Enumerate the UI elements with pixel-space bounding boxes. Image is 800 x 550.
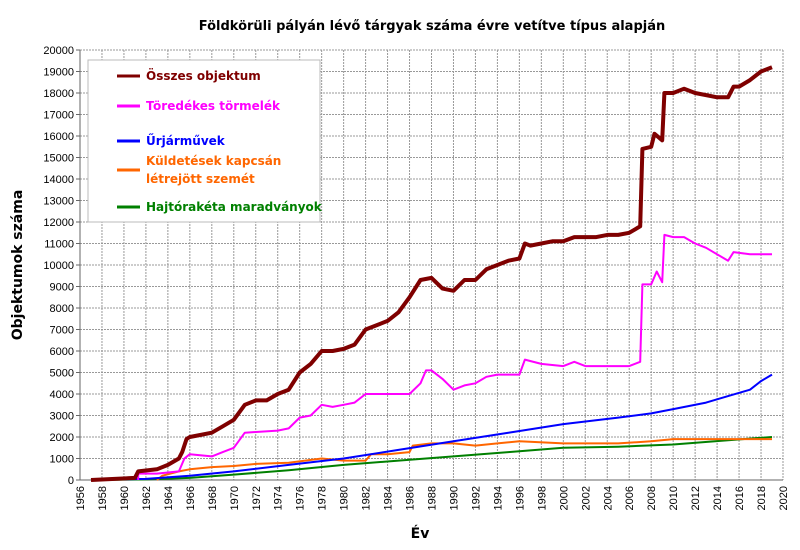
x-axis-label: Év <box>411 525 430 542</box>
x-tick-label: 1972 <box>251 486 263 510</box>
x-tick-label: 1968 <box>207 486 219 510</box>
y-tick-label: 1000 <box>50 454 74 466</box>
x-tick-label: 2012 <box>690 486 702 510</box>
x-tick-label: 1980 <box>339 486 351 510</box>
y-tick-label: 14000 <box>43 174 74 186</box>
x-tick-label: 1964 <box>163 486 175 510</box>
x-tick-label: 1996 <box>514 486 526 510</box>
x-tick-label: 1994 <box>492 486 504 510</box>
series-line-2 <box>90 373 773 481</box>
x-tick-label: 2014 <box>712 486 724 510</box>
y-tick-label: 5000 <box>50 368 74 380</box>
y-tick-label: 2000 <box>50 432 74 444</box>
series-group <box>90 65 773 482</box>
legend: Összes objektum Töredékes törmelék Űrjármű… <box>87 59 323 223</box>
x-tick-label: 2016 <box>734 486 746 510</box>
y-tick-label: 19000 <box>43 67 74 79</box>
legend-label: Töredékes törmelék <box>146 99 281 113</box>
y-tick-label: 17000 <box>43 110 74 122</box>
x-tick-label: 1976 <box>295 486 307 510</box>
x-tick-label: 2018 <box>756 486 768 510</box>
series-line-0 <box>90 65 773 482</box>
legend-label: Összes objektum <box>146 68 261 83</box>
y-tick-label: 4000 <box>50 389 74 401</box>
legend-label: Hajtórakéta maradványok <box>146 200 323 214</box>
y-tick-label: 6000 <box>50 346 74 358</box>
y-tick-label: 7000 <box>50 325 74 337</box>
x-tick-label: 1974 <box>273 486 285 510</box>
y-tick-label: 8000 <box>50 303 74 315</box>
x-tick-label: 1962 <box>141 486 153 510</box>
x-tick-label: 2008 <box>646 486 658 510</box>
x-tick-label: 1978 <box>317 486 329 510</box>
y-axis-label: Objektumok száma <box>10 190 26 341</box>
legend-label: Űrjárművek <box>146 133 226 148</box>
x-tick-label: 1986 <box>405 486 417 510</box>
y-tick-label: 9000 <box>50 282 74 294</box>
x-tick-label: 1966 <box>185 486 197 510</box>
x-tick-label: 1958 <box>97 486 109 510</box>
axes: 0 1000 2000 3000 4000 5000 6000 7000 8000 9000 100… <box>43 45 790 510</box>
x-tick-label: 2020 <box>778 486 790 510</box>
y-tick-label: 13000 <box>43 196 74 208</box>
legend-label: létrejött szemét <box>146 172 255 186</box>
y-tick-label: 15000 <box>43 153 74 165</box>
y-tick-label: 16000 <box>43 131 74 143</box>
x-tick-label: 1998 <box>536 486 548 510</box>
x-tick-label: 2004 <box>602 486 614 510</box>
x-tick-label: 1992 <box>470 486 482 510</box>
x-tick-label: 1982 <box>361 486 373 510</box>
x-tick-label: 2010 <box>668 486 680 510</box>
y-tick-label: 10000 <box>43 260 74 272</box>
x-tick-label: 2002 <box>580 486 592 510</box>
chart-title: Földkörüli pályán lévő tárgyak száma évr… <box>199 19 666 34</box>
y-tick-label: 11000 <box>44 239 74 251</box>
y-tick-label: 0 <box>68 475 74 487</box>
x-tick-label: 2000 <box>558 486 570 510</box>
x-tick-label: 1990 <box>448 486 460 510</box>
x-tick-label: 2006 <box>624 486 636 510</box>
x-tick-label: 1984 <box>383 486 395 510</box>
series-line-4 <box>90 436 773 481</box>
series-line-3 <box>156 438 772 481</box>
x-tick-label: 1970 <box>229 486 241 510</box>
grid <box>79 49 784 481</box>
y-tick-label: 12000 <box>43 217 74 229</box>
x-tick-label: 1956 <box>75 486 87 510</box>
y-tick-label: 18000 <box>43 88 74 100</box>
y-tick-label: 3000 <box>50 411 74 423</box>
series-line-1 <box>137 233 772 480</box>
y-tick-label: 20000 <box>43 45 74 57</box>
x-tick-label: 1988 <box>427 486 439 510</box>
legend-label: Küldetések kapcsán <box>146 154 281 168</box>
x-tick-label: 1960 <box>119 486 131 510</box>
